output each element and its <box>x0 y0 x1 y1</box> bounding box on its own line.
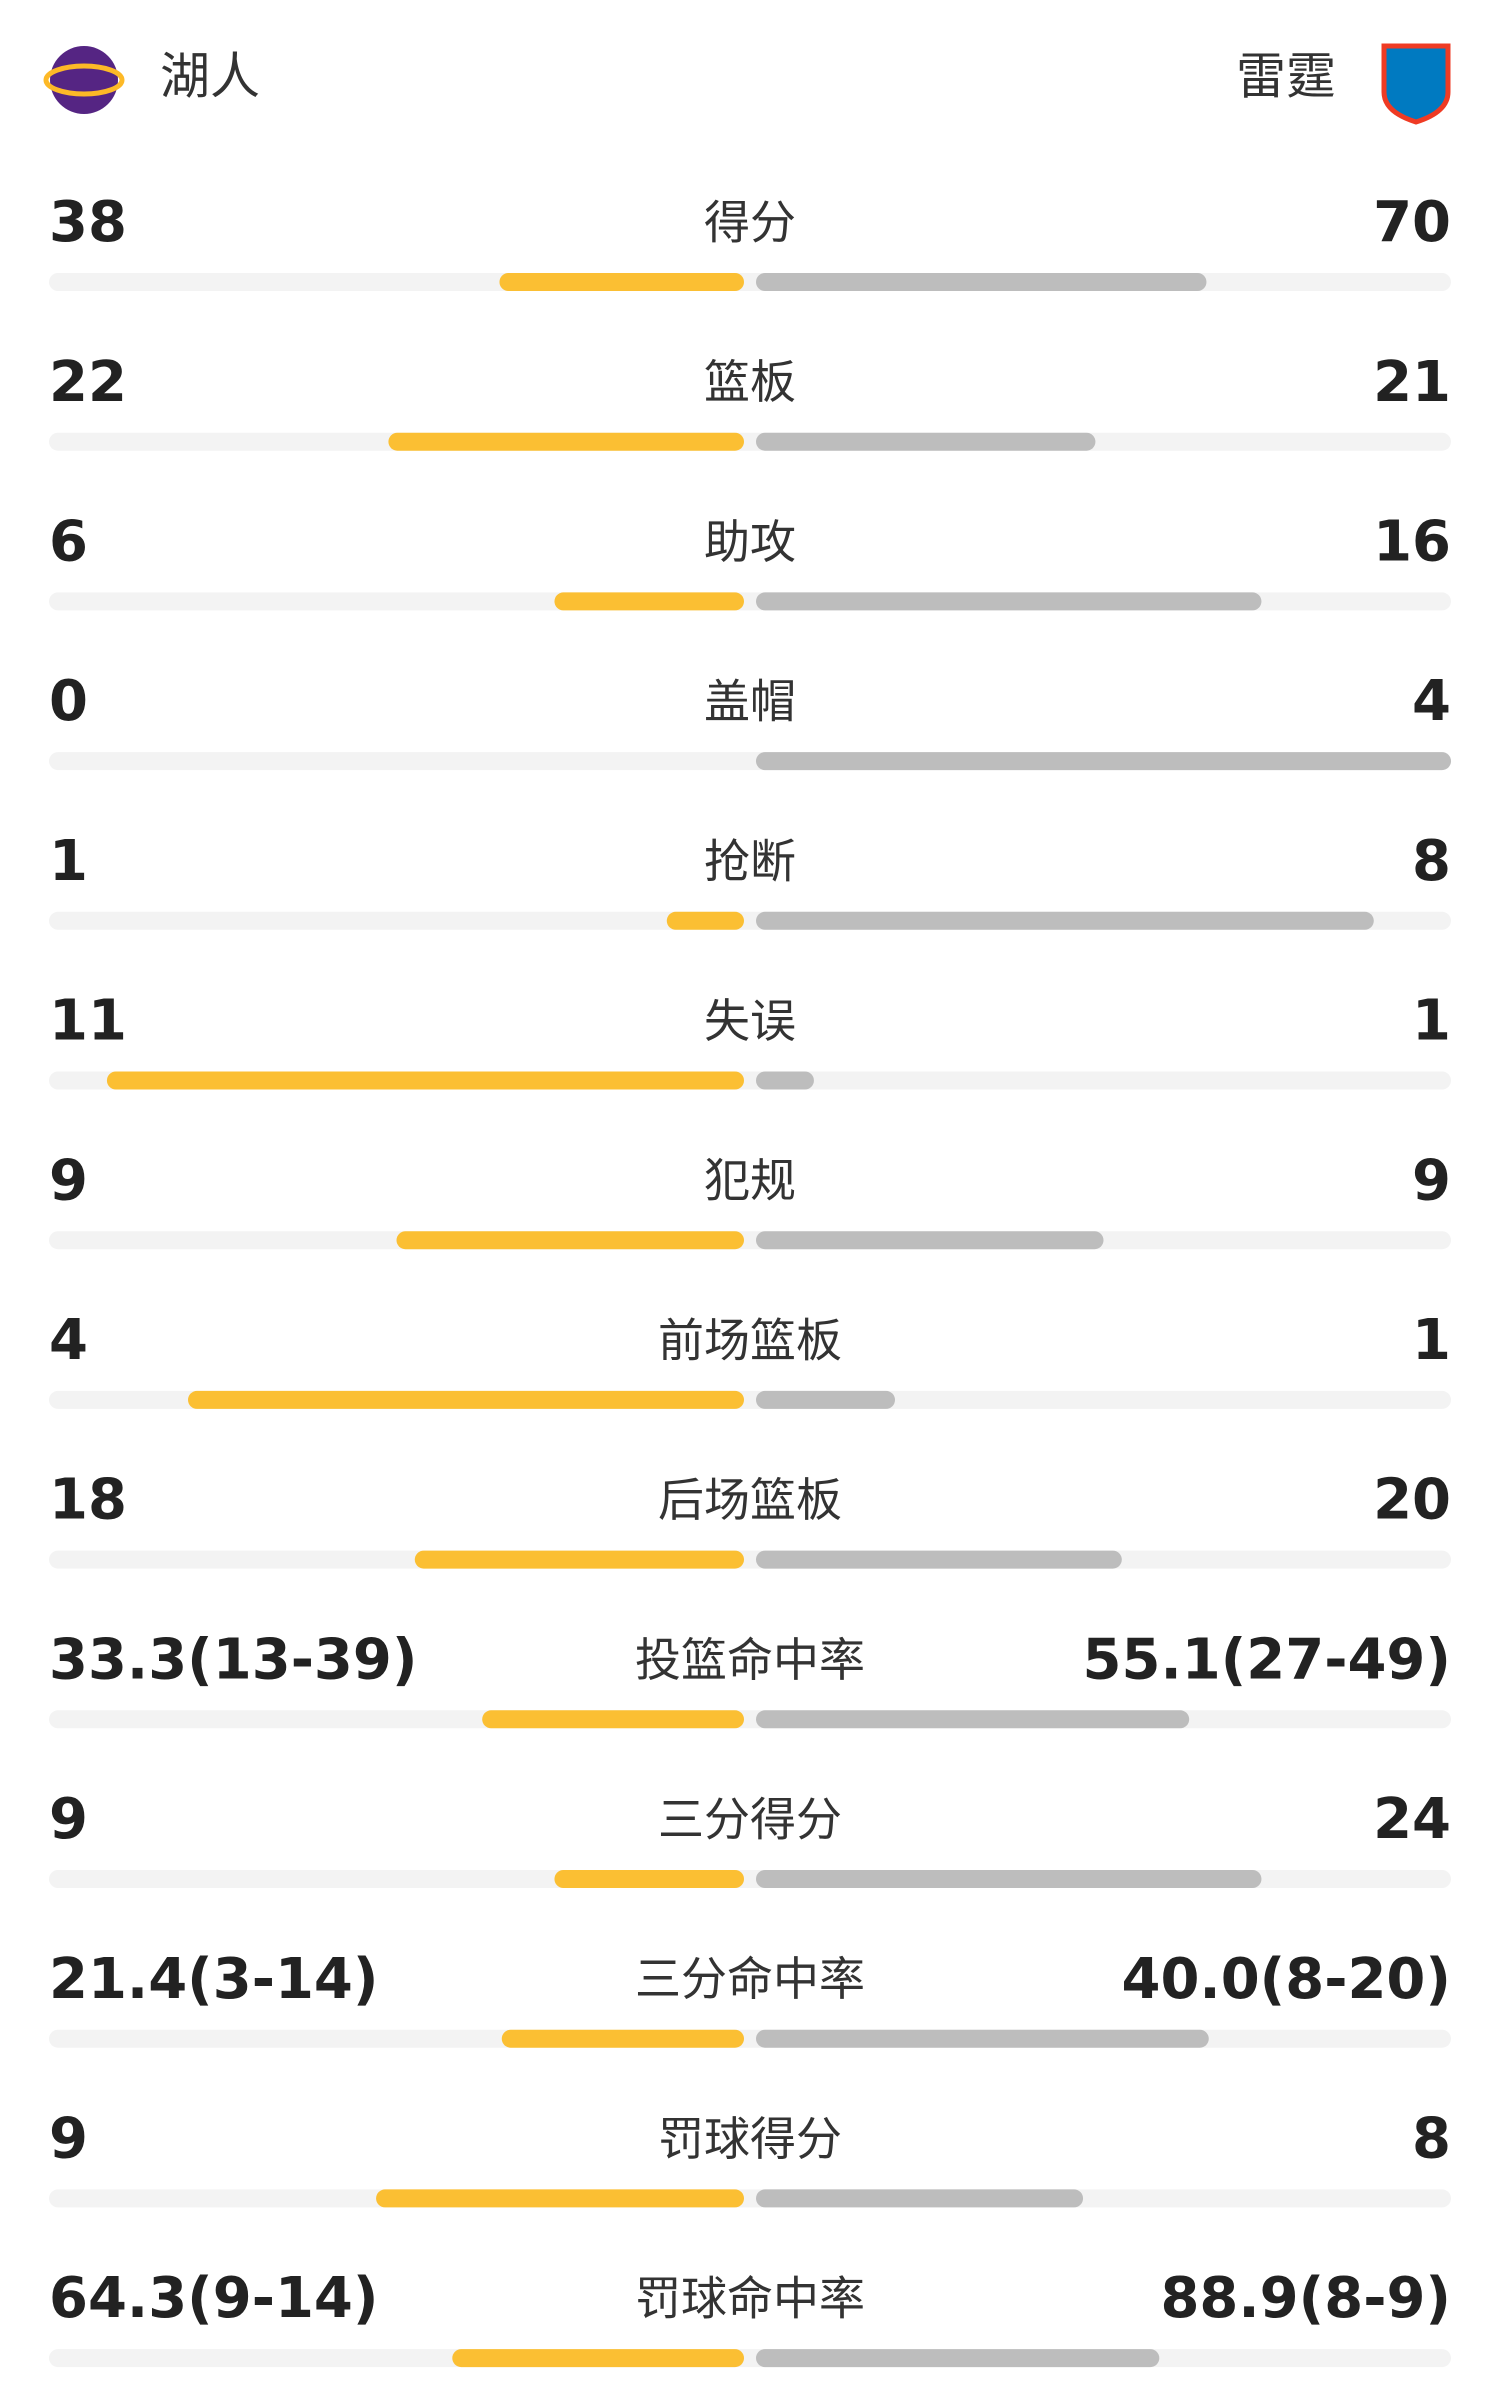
right-value: 8 <box>1412 2107 1451 2172</box>
right-bar <box>756 1390 895 1409</box>
bar-track <box>49 1710 1451 1729</box>
stat-label: 投篮命中率 <box>635 1633 865 1687</box>
right-bar <box>756 911 1374 930</box>
right-value: 70 <box>1373 190 1451 255</box>
stat-label: 失误 <box>704 994 796 1048</box>
bar-track <box>49 273 1451 291</box>
stat-label: 抢断 <box>704 834 796 888</box>
left-value: 9 <box>49 1787 88 1852</box>
right-value: 24 <box>1373 1787 1451 1852</box>
left-value: 22 <box>49 350 127 415</box>
stat-label: 三分得分 <box>658 1793 842 1847</box>
right-bar <box>756 1071 814 1090</box>
team-name: 湖人 <box>160 48 260 106</box>
right-bar <box>756 592 1262 611</box>
thunder-logo <box>1381 43 1451 125</box>
right-value: 21 <box>1373 350 1451 415</box>
left-value: 33.3(13-39) <box>49 1627 417 1692</box>
bar-track <box>49 1550 1451 1569</box>
team-name: 雷霆 <box>1236 48 1336 106</box>
lakers-logo <box>43 46 125 114</box>
left-value: 9 <box>49 1148 88 1213</box>
stat-rows: 38 得分 70 22 篮板 21 6 助攻 16 0 盖帽 4 1 抢断 8 11 失误 1 9 犯规 9 4 前场篮板 1… <box>49 190 1452 2368</box>
right-value: 9 <box>1412 1148 1451 1213</box>
left-value: 0 <box>49 669 88 734</box>
right-bar <box>756 432 1096 451</box>
bar-track <box>49 1231 1451 1250</box>
bar-track <box>49 432 1451 451</box>
left-bar <box>388 432 744 451</box>
left-bar <box>499 273 744 291</box>
stat-label: 前场篮板 <box>658 1313 842 1367</box>
stat-label: 罚球命中率 <box>635 2272 865 2326</box>
left-bar <box>414 1550 744 1569</box>
left-value: 64.3(9-14) <box>49 2266 379 2331</box>
right-value: 1 <box>1412 1308 1451 1373</box>
left-bar <box>482 1710 744 1729</box>
left-value: 38 <box>49 190 127 255</box>
left-value: 4 <box>49 1308 88 1373</box>
right-value: 1 <box>1412 989 1451 1054</box>
left-bar <box>554 1870 744 1888</box>
right-value: 40.0(8-20) <box>1122 1947 1452 2012</box>
right-bar <box>756 2029 1209 2048</box>
right-bar <box>756 752 1451 771</box>
bar-track <box>49 2029 1451 2048</box>
left-value: 1 <box>49 829 88 894</box>
left-bar <box>501 2029 744 2048</box>
left-value: 11 <box>49 989 127 1054</box>
right-value: 8 <box>1412 829 1451 894</box>
right-value: 16 <box>1373 510 1451 575</box>
right-value: 20 <box>1373 1468 1451 1533</box>
stat-label: 篮板 <box>704 355 796 409</box>
left-bar <box>106 1071 744 1090</box>
right-bar <box>756 2189 1084 2208</box>
stat-label: 犯规 <box>704 1154 796 1208</box>
left-bar <box>188 1390 744 1409</box>
right-bar <box>756 1550 1122 1569</box>
stat-label: 盖帽 <box>704 675 796 729</box>
stat-label: 得分 <box>704 196 796 250</box>
bar-track <box>49 2189 1451 2208</box>
left-value: 6 <box>49 510 88 575</box>
stat-label: 三分命中率 <box>635 1952 865 2006</box>
left-value: 21.4(3-14) <box>49 1947 379 2012</box>
right-bar <box>756 273 1207 291</box>
stat-label: 后场篮板 <box>658 1473 842 1527</box>
left-bar <box>376 2189 744 2208</box>
left-bar <box>396 1231 744 1250</box>
left-value: 9 <box>49 2107 88 2172</box>
left-value: 18 <box>49 1468 127 1533</box>
left-bar <box>666 911 744 930</box>
right-bar <box>756 1870 1262 1888</box>
right-bar <box>756 1710 1190 1729</box>
right-value: 55.1(27-49) <box>1083 1627 1451 1692</box>
right-bar <box>756 2349 1160 2368</box>
stat-label: 助攻 <box>704 515 796 569</box>
left-bar <box>452 2349 744 2368</box>
right-value: 88.9(8-9) <box>1160 2266 1451 2331</box>
stat-label: 罚球得分 <box>658 2112 842 2166</box>
right-bar <box>756 1231 1104 1250</box>
left-bar <box>554 592 744 611</box>
right-value: 4 <box>1412 669 1451 734</box>
bar-track <box>49 2349 1451 2368</box>
